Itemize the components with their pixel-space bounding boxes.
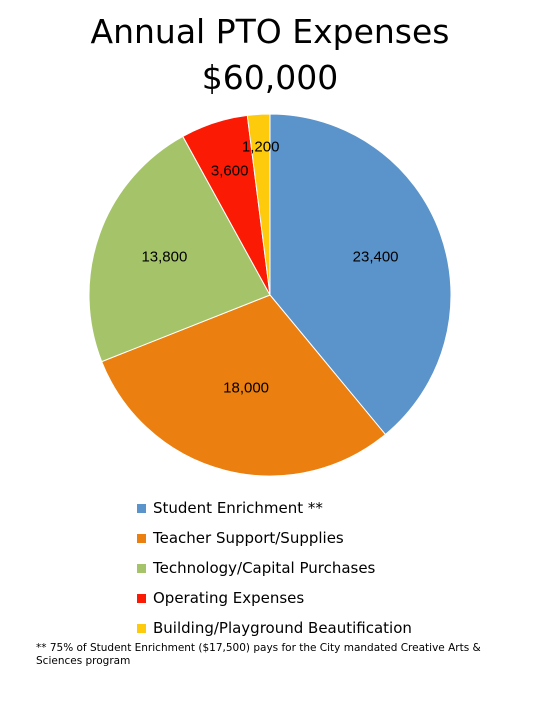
chart-title: Annual PTO Expenses [90, 12, 450, 51]
legend-item: Student Enrichment ** [137, 493, 412, 523]
legend-label: Building/Playground Beautification [153, 619, 412, 637]
slice-value-label: 13,800 [141, 249, 187, 266]
pie-value-labels: 23,400 18,000 13,800 3,600 1,200 [141, 138, 398, 396]
slice-value-label: 1,200 [242, 138, 280, 155]
chart-total: $60,000 [201, 58, 339, 97]
pie-slice [88, 135, 271, 363]
legend-item: Teacher Support/Supplies [137, 523, 412, 553]
pie-slice [246, 113, 271, 296]
slice-value-label: 23,400 [353, 249, 399, 266]
pie-slices [88, 113, 452, 477]
legend-label: Operating Expenses [153, 589, 305, 607]
pie-slice [101, 294, 387, 477]
pie-slice [269, 113, 452, 436]
legend-item: Technology/Capital Purchases [137, 553, 412, 583]
slice-value-label: 3,600 [211, 163, 249, 180]
legend-item: Building/Playground Beautification [137, 613, 412, 643]
legend-swatch [137, 563, 146, 573]
legend-swatch [137, 623, 146, 633]
legend-label: Technology/Capital Purchases [153, 559, 376, 577]
legend-swatch [137, 533, 146, 543]
slice-value-label: 18,000 [223, 379, 269, 396]
legend-label: Teacher Support/Supplies [153, 529, 344, 547]
footnote: ** 75% of Student Enrichment ($17,500) p… [36, 642, 481, 667]
legend-swatch [137, 593, 146, 603]
chart-legend: Student Enrichment ** Teacher Support/Sup… [137, 493, 412, 643]
legend-item: Operating Expenses [137, 583, 412, 613]
legend-label: Student Enrichment ** [153, 499, 323, 517]
legend-swatch [137, 503, 146, 513]
